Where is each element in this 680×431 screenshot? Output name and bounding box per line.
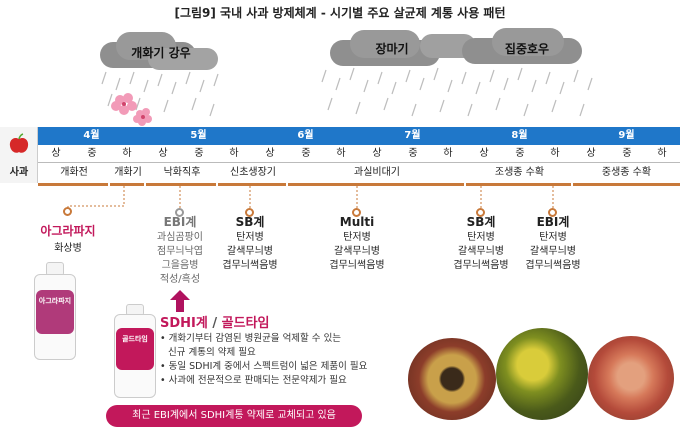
timeline-band: 4월 5월 6월 7월 8월 9월 상 중 하 상 중 하 상 중 하 상 중 … bbox=[0, 127, 680, 183]
stage-label: 개화전 bbox=[60, 167, 88, 178]
ebi-early-line: 점무늬낙엽 bbox=[157, 246, 203, 257]
multi-line: 탄저병 bbox=[343, 232, 371, 243]
sb-early-line: 겹무늬썩음병 bbox=[222, 260, 278, 271]
sb-late-line: 탄저병 bbox=[467, 232, 495, 243]
connector-dot bbox=[245, 208, 254, 217]
dekad-label: 중 bbox=[87, 148, 97, 159]
bloom-rain-label: 개화기 강우 bbox=[131, 46, 191, 60]
month-row: 4월 5월 6월 7월 8월 9월 bbox=[38, 127, 680, 145]
sb-late-head: SB계 bbox=[466, 215, 496, 229]
ebi-early-head: EBI계 bbox=[163, 215, 197, 229]
sdhi-bullets: • 개화기부터 감염된 병원균을 억제할 수 있는 신규 계통의 약제 필요 •… bbox=[160, 332, 400, 388]
blossom-icon bbox=[111, 93, 152, 126]
ebi-late-line: 탄저병 bbox=[539, 232, 567, 243]
dekad-label: 중 bbox=[194, 148, 204, 159]
sb-early-line: 탄저병 bbox=[236, 232, 264, 243]
ebi-late-product: EBI계 탄저병 갈색무늬병 겹무늬썩음병 bbox=[513, 215, 593, 273]
multi-product: Multi 탄저병 갈색무늬병 겹무늬썩음병 bbox=[317, 215, 397, 273]
ebi-early-line: 그을음병 bbox=[161, 260, 199, 271]
sb-early-product: SB계 탄저병 갈색무늬병 겹무늬썩음병 bbox=[210, 215, 290, 273]
month-label: 6월 bbox=[297, 130, 314, 141]
dekad-label: 하 bbox=[122, 148, 132, 159]
ebi-early-product: EBI계 과심곰팡이 점무늬낙엽 그을음병 적성/흑성 bbox=[130, 215, 230, 287]
ebi-early-line: 적성/흑성 bbox=[159, 274, 201, 285]
agrapaji-product: 아그라파지 화상병 bbox=[8, 224, 128, 256]
multi-head: Multi bbox=[339, 215, 375, 229]
month-label: 7월 bbox=[404, 130, 421, 141]
dekad-label: 하 bbox=[550, 148, 560, 159]
stage-row: 개화전 개화기 낙화직후 신초생장기 과실비대기 조생종 수확 중생종 수확 bbox=[38, 163, 680, 183]
sb-late-line: 갈색무늬병 bbox=[458, 246, 504, 257]
month-label: 8월 bbox=[511, 130, 528, 141]
sdhi-heading: SDHI계 / 골드타임 bbox=[160, 312, 270, 331]
dekad-label: 하 bbox=[443, 148, 453, 159]
stage-label: 중생종 수확 bbox=[601, 167, 652, 178]
sb-late-product: SB계 탄저병 갈색무늬병 겹무늬썩음병 bbox=[441, 215, 521, 273]
figure-title: [그림9] 국내 사과 방제체계 - 시기별 주요 살균제 계통 사용 패턴 bbox=[174, 6, 506, 20]
ebi-late-head: EBI계 bbox=[536, 215, 570, 229]
disease-photo-rot bbox=[588, 336, 674, 420]
month-label: 9월 bbox=[618, 130, 635, 141]
disease-photo-leaf-spot bbox=[496, 328, 588, 420]
stage-label: 개화기 bbox=[114, 167, 142, 178]
sdhi-head-part2: 골드타임 bbox=[221, 316, 270, 331]
goldtime-bottle-label: 골드타임 bbox=[122, 335, 148, 343]
sb-late-line: 겹무늬썩음병 bbox=[453, 260, 509, 271]
month-label: 4월 bbox=[83, 130, 100, 141]
replacement-arrow-icon bbox=[170, 290, 190, 312]
monsoon-label: 장마기 bbox=[375, 42, 409, 56]
dekad-label: 상 bbox=[586, 148, 596, 159]
dekad-label: 하 bbox=[336, 148, 346, 159]
sb-early-line: 갈색무늬병 bbox=[227, 246, 273, 257]
apple-icon bbox=[9, 133, 29, 153]
connector-dot bbox=[548, 208, 557, 217]
dekad-label: 하 bbox=[657, 148, 667, 159]
monsoon-rain-drops bbox=[321, 67, 593, 117]
replacement-banner: 최근 EBI계에서 SDHI계통 약제로 교체되고 있음 bbox=[106, 405, 362, 427]
month-label: 5월 bbox=[190, 130, 207, 141]
dekad-label: 상 bbox=[372, 148, 382, 159]
dekad-label: 상 bbox=[479, 148, 489, 159]
dekad-label: 중 bbox=[301, 148, 311, 159]
multi-line: 갈색무늬병 bbox=[334, 246, 380, 257]
connector-dot bbox=[476, 208, 485, 217]
dekad-label: 하 bbox=[229, 148, 239, 159]
stage-label: 조생종 수확 bbox=[494, 167, 545, 178]
sdhi-bullet: 신규 계통의 약제 필요 bbox=[168, 347, 256, 358]
bloom-rain-drops bbox=[101, 71, 219, 117]
stage-label: 낙화직후 bbox=[163, 167, 201, 178]
ebi-early-line: 과심곰팡이 bbox=[157, 232, 203, 243]
sdhi-head-part1: SDHI계 bbox=[160, 316, 208, 331]
connector-dot bbox=[175, 208, 184, 217]
dekad-label: 중 bbox=[408, 148, 418, 159]
dekad-row: 상 중 하 상 중 하 상 중 하 상 중 하 상 중 하 상 중 하 bbox=[38, 145, 680, 163]
ebi-late-line: 겹무늬썩음병 bbox=[525, 260, 581, 271]
multi-line: 겹무늬썩음병 bbox=[329, 260, 385, 271]
dekad-label: 상 bbox=[158, 148, 168, 159]
sdhi-slash: / bbox=[207, 316, 222, 331]
connector-dot bbox=[63, 207, 72, 216]
sdhi-bullet: • 개화기부터 감염된 병원균을 억제할 수 있는 bbox=[160, 333, 342, 344]
sdhi-bullet: • 사과에 전문적으로 판매되는 전문약제가 필요 bbox=[160, 375, 347, 386]
sb-early-head: SB계 bbox=[235, 215, 265, 229]
sdhi-bullet: • 동일 SDHI계 중에서 스펙트럼이 넓은 제품이 필요 bbox=[160, 361, 368, 372]
dekad-label: 상 bbox=[265, 148, 275, 159]
heavy-rain-label: 집중호우 bbox=[504, 42, 550, 56]
agrapaji-bottle-label: 아그라파지 bbox=[38, 297, 72, 305]
dekad-label: 상 bbox=[51, 148, 61, 159]
agrapaji-disease: 화상병 bbox=[54, 243, 82, 254]
crop-label: 사과 bbox=[9, 167, 29, 178]
connector-dot bbox=[352, 208, 361, 217]
stage-label: 과실비대기 bbox=[354, 167, 400, 178]
stage-label: 신초생장기 bbox=[230, 167, 276, 178]
dekad-label: 중 bbox=[515, 148, 525, 159]
crop-cell: 사과 bbox=[0, 127, 38, 183]
dekad-label: 중 bbox=[622, 148, 632, 159]
disease-photo-anthracnose bbox=[408, 338, 496, 420]
ebi-late-line: 갈색무늬병 bbox=[530, 246, 576, 257]
agrapaji-name: 아그라파지 bbox=[40, 224, 96, 238]
